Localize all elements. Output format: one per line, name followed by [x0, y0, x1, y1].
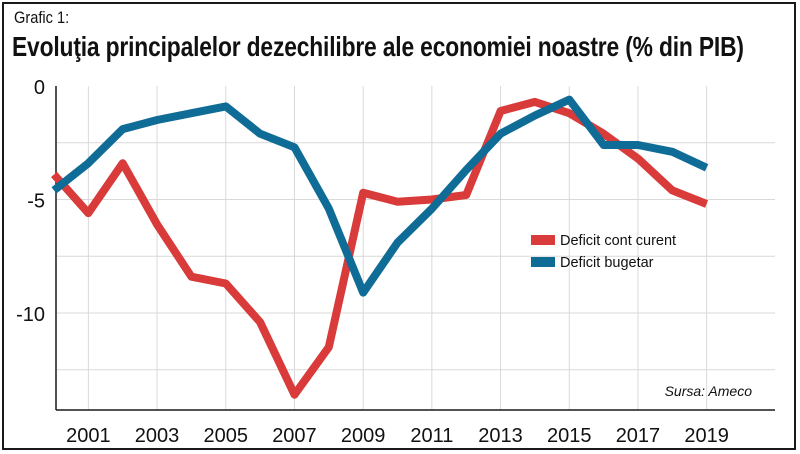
series-line-deficit-cont-curent	[51, 97, 709, 399]
x-tick-label: 2009	[341, 425, 386, 447]
series-lines	[51, 95, 709, 399]
legend-swatch-deficit-cont-curent	[531, 235, 555, 245]
y-tick-label: -10	[16, 304, 45, 326]
x-tick-label: 2015	[547, 425, 592, 447]
legend-swatch-deficit-bugetar	[531, 257, 555, 267]
x-tick-label: 2005	[204, 425, 249, 447]
x-tick-label: 2017	[616, 425, 661, 447]
series-line-deficit-bugetar	[51, 95, 709, 297]
x-tick-label: 2013	[478, 425, 523, 447]
axes: 0 -5 -10 2001 2003 2005 2007 2009 2011 2013 2015 20…	[16, 77, 775, 447]
legend-label-deficit-bugetar: Deficit bugetar	[560, 255, 654, 271]
x-tick-label: 2007	[272, 425, 317, 447]
y-tick-label: 0	[34, 77, 45, 99]
x-tick-label: 2003	[135, 425, 180, 447]
x-tick-label: 2019	[684, 425, 729, 447]
source-note: Sursa: Ameco	[665, 383, 753, 399]
x-tick-label: 2011	[410, 425, 453, 447]
chart-frame	[2, 2, 796, 450]
chart-title: Evoluţia principalelor dezechilibre ale …	[12, 31, 744, 62]
legend: Deficit cont curent Deficit bugetar	[531, 233, 676, 271]
y-tick-label: -5	[27, 191, 45, 213]
x-tick-label: 2001	[66, 425, 111, 447]
figure-label: Grafic 1:	[14, 8, 70, 27]
legend-label-deficit-cont-curent: Deficit cont curent	[560, 233, 676, 249]
